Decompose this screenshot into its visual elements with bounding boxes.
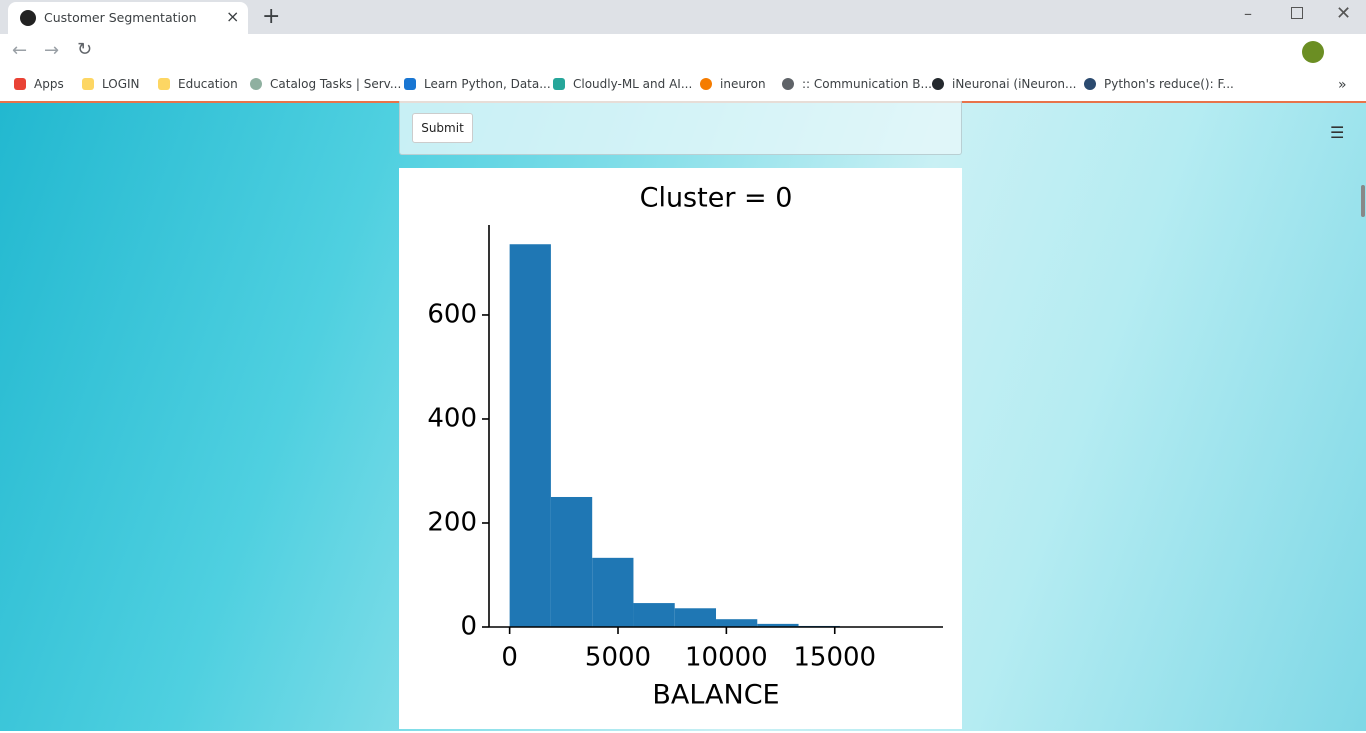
bookmark-label: Python's reduce(): F... xyxy=(1104,77,1234,91)
bookmark-label: Learn Python, Data... xyxy=(424,77,551,91)
bookmark[interactable]: Learn Python, Data... xyxy=(404,77,551,91)
x-tick-label: 5000 xyxy=(585,643,651,673)
x-axis-label: BALANCE xyxy=(652,680,779,711)
bookmarks-bar: Apps LOGIN Education Catalog Tasks | Ser… xyxy=(0,70,1366,100)
tab-title: Customer Segmentation xyxy=(44,10,197,25)
more-bookmarks[interactable]: » xyxy=(1338,77,1347,93)
bookmark[interactable]: Python's reduce(): F... xyxy=(1084,77,1234,91)
new-tab[interactable]: + xyxy=(262,4,281,29)
bar xyxy=(550,496,593,627)
bar xyxy=(716,619,758,627)
bookmark[interactable]: ineuron xyxy=(700,77,766,91)
y-tick-label: 0 xyxy=(460,612,477,642)
menu[interactable]: ☰ xyxy=(1330,123,1345,142)
favicon xyxy=(20,10,36,26)
profile[interactable] xyxy=(1302,41,1324,63)
tab[interactable]: Customer Segmentation × xyxy=(8,2,248,34)
bookmark[interactable]: :: Communication B... xyxy=(782,77,932,91)
bookmark[interactable]: LOGIN xyxy=(82,77,140,91)
reload[interactable]: ↻ xyxy=(77,39,93,60)
bookmark-label: LOGIN xyxy=(102,77,140,91)
bar xyxy=(509,244,551,627)
bookmark-label: Apps xyxy=(34,77,64,91)
bar xyxy=(633,603,675,627)
chart: Cluster = 0 BALANCE 0 200 400 600 0 5000 10000… xyxy=(427,183,943,711)
chart-card: Cluster = 0 BALANCE 0 200 400 600 0 5000 10000… xyxy=(399,168,962,729)
bookmark-label: Cloudly-ML and AI... xyxy=(573,77,693,91)
bar xyxy=(674,608,717,627)
bookmark-label: Catalog Tasks | Serv... xyxy=(270,77,402,91)
chart-title: Cluster = 0 xyxy=(640,183,793,214)
back[interactable]: ← xyxy=(12,40,28,61)
bookmark[interactable]: Education xyxy=(158,77,238,91)
x-tick-label: 10000 xyxy=(685,643,768,673)
y-tick-label: 200 xyxy=(427,507,477,537)
restore[interactable] xyxy=(1291,7,1303,19)
minimize[interactable]: – xyxy=(1244,4,1252,23)
submit-button[interactable]: Submit xyxy=(412,113,473,143)
bookmark-label: :: Communication B... xyxy=(802,77,932,91)
form-panel: Submit xyxy=(399,101,962,155)
x-tick-label: 0 xyxy=(501,643,518,673)
bar xyxy=(592,557,634,627)
bookmark[interactable]: iNeuronai (iNeuron... xyxy=(932,77,1076,91)
close-window[interactable]: ✕ xyxy=(1336,3,1352,24)
bookmark[interactable]: Catalog Tasks | Serv... xyxy=(250,77,401,91)
bar xyxy=(757,623,799,627)
scrollbar[interactable] xyxy=(1361,185,1365,217)
tab-bar: Customer Segmentation × + – ✕ xyxy=(0,0,1366,34)
toolbar: ← → ↻ marketsegmentation01.herokuapp.com xyxy=(0,34,1366,100)
close-tab[interactable]: × xyxy=(226,7,240,26)
y-tick-label: 400 xyxy=(427,403,477,433)
forward[interactable]: → xyxy=(44,40,60,61)
bookmark[interactable]: Apps xyxy=(14,77,64,91)
bookmark-label: ineuron xyxy=(720,77,766,91)
bookmark-label: iNeuronai (iNeuron... xyxy=(952,77,1077,91)
y-tick-label: 600 xyxy=(427,299,477,329)
bookmark[interactable]: Cloudly-ML and AI... xyxy=(553,77,692,91)
x-tick-label: 15000 xyxy=(793,643,876,673)
bookmark-label: Education xyxy=(178,77,238,91)
